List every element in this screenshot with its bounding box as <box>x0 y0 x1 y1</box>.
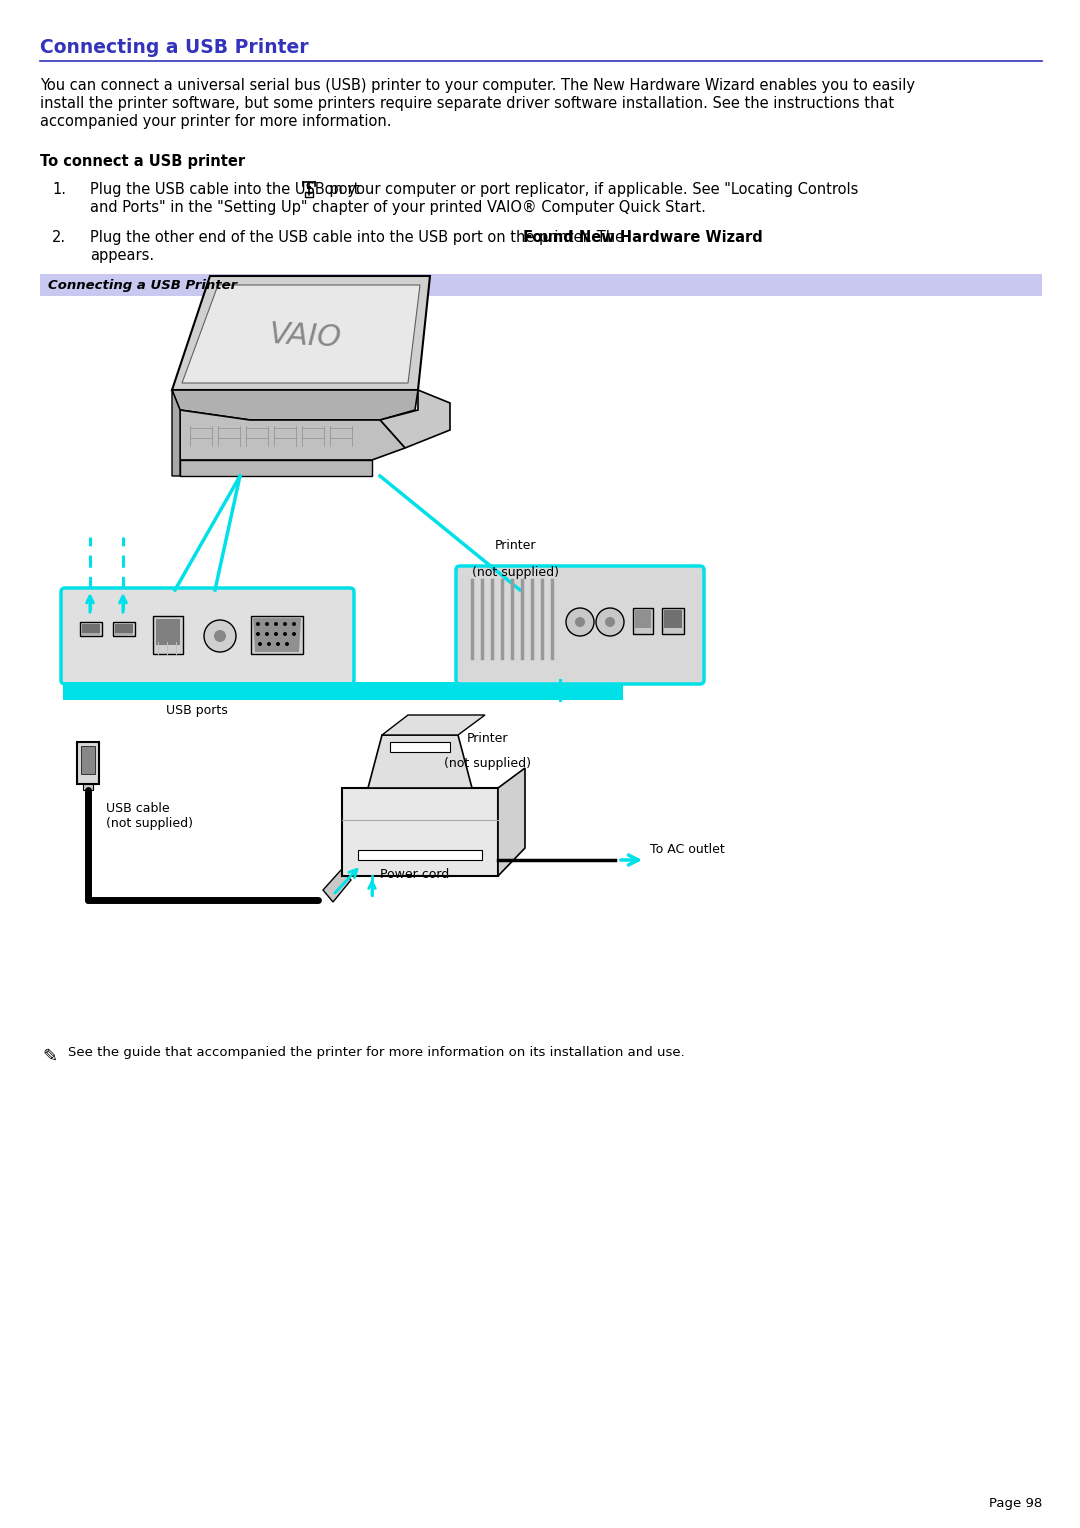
Circle shape <box>285 642 289 646</box>
Polygon shape <box>498 769 525 876</box>
Text: (not supplied): (not supplied) <box>106 817 193 830</box>
Bar <box>81 746 95 775</box>
Circle shape <box>292 622 296 626</box>
Bar <box>83 784 93 790</box>
Polygon shape <box>380 390 450 448</box>
Text: Printer: Printer <box>468 732 509 746</box>
Polygon shape <box>323 869 351 902</box>
Polygon shape <box>253 617 301 652</box>
Circle shape <box>274 633 278 636</box>
Bar <box>40 274 1042 296</box>
Polygon shape <box>382 715 485 735</box>
Bar <box>114 623 133 633</box>
Circle shape <box>256 633 260 636</box>
Text: Plug the USB cable into the USB port: Plug the USB cable into the USB port <box>90 182 360 197</box>
Bar <box>63 681 623 700</box>
Circle shape <box>596 608 624 636</box>
Text: (not supplied): (not supplied) <box>472 565 558 579</box>
Polygon shape <box>180 410 405 460</box>
Circle shape <box>283 633 287 636</box>
Bar <box>307 186 311 189</box>
Text: To AC outlet: To AC outlet <box>650 843 725 856</box>
Circle shape <box>566 608 594 636</box>
Circle shape <box>214 630 226 642</box>
Bar <box>357 850 482 860</box>
Text: Printer: Printer <box>495 539 536 552</box>
Polygon shape <box>183 286 420 384</box>
Circle shape <box>265 622 269 626</box>
Bar <box>662 608 684 634</box>
Text: See the guide that accompanied the printer for more information on its installat: See the guide that accompanied the print… <box>68 1047 685 1059</box>
Circle shape <box>605 617 615 626</box>
Bar <box>114 633 133 636</box>
Circle shape <box>267 642 271 646</box>
Circle shape <box>85 897 91 903</box>
Bar <box>113 622 135 636</box>
Text: and Ports" in the "Setting Up" chapter of your printed VAIO® Computer Quick Star: and Ports" in the "Setting Up" chapter o… <box>90 200 706 215</box>
Bar <box>251 616 303 654</box>
Bar <box>635 610 651 628</box>
Bar <box>664 610 681 628</box>
Text: (not supplied): (not supplied) <box>445 756 531 770</box>
Polygon shape <box>180 460 372 477</box>
Text: Found New Hardware Wizard: Found New Hardware Wizard <box>523 231 762 244</box>
Bar <box>342 788 498 876</box>
Circle shape <box>274 622 278 626</box>
Bar <box>82 623 100 633</box>
Bar <box>153 616 183 654</box>
Bar <box>156 619 180 645</box>
Circle shape <box>283 622 287 626</box>
Text: on your computer or port replicator, if applicable. See "Locating Controls: on your computer or port replicator, if … <box>320 182 858 197</box>
Text: Connecting a USB Printer: Connecting a USB Printer <box>48 278 238 292</box>
Text: appears.: appears. <box>90 248 154 263</box>
FancyBboxPatch shape <box>456 565 704 685</box>
Circle shape <box>258 642 262 646</box>
Circle shape <box>292 633 296 636</box>
Text: Connecting a USB Printer: Connecting a USB Printer <box>40 38 309 57</box>
Bar <box>390 743 450 752</box>
Text: ✎: ✎ <box>42 1048 57 1067</box>
Text: 2.: 2. <box>52 231 66 244</box>
Text: USB cable: USB cable <box>106 802 170 814</box>
Text: Page 98: Page 98 <box>989 1497 1042 1510</box>
Text: Plug the other end of the USB cable into the USB port on the printer. The: Plug the other end of the USB cable into… <box>90 231 629 244</box>
Bar <box>77 743 99 784</box>
Circle shape <box>256 622 260 626</box>
Text: To connect a USB printer: To connect a USB printer <box>40 154 245 170</box>
Text: accompanied your printer for more information.: accompanied your printer for more inform… <box>40 115 391 128</box>
Bar <box>633 608 653 634</box>
Text: install the printer software, but some printers require separate driver software: install the printer software, but some p… <box>40 96 894 112</box>
Polygon shape <box>368 735 472 788</box>
Polygon shape <box>172 390 180 477</box>
Polygon shape <box>172 390 418 420</box>
Circle shape <box>276 642 280 646</box>
Text: 1.: 1. <box>52 182 66 197</box>
Bar <box>82 633 100 636</box>
Text: USB ports: USB ports <box>166 704 228 717</box>
Text: Power cord: Power cord <box>380 868 449 882</box>
Polygon shape <box>172 277 430 390</box>
Circle shape <box>265 633 269 636</box>
FancyBboxPatch shape <box>60 588 354 685</box>
Circle shape <box>575 617 585 626</box>
Bar <box>80 622 102 636</box>
Text: You can connect a universal serial bus (USB) printer to your computer. The New H: You can connect a universal serial bus (… <box>40 78 915 93</box>
Bar <box>305 193 312 197</box>
Text: VAIO: VAIO <box>268 319 342 353</box>
Circle shape <box>204 620 237 652</box>
